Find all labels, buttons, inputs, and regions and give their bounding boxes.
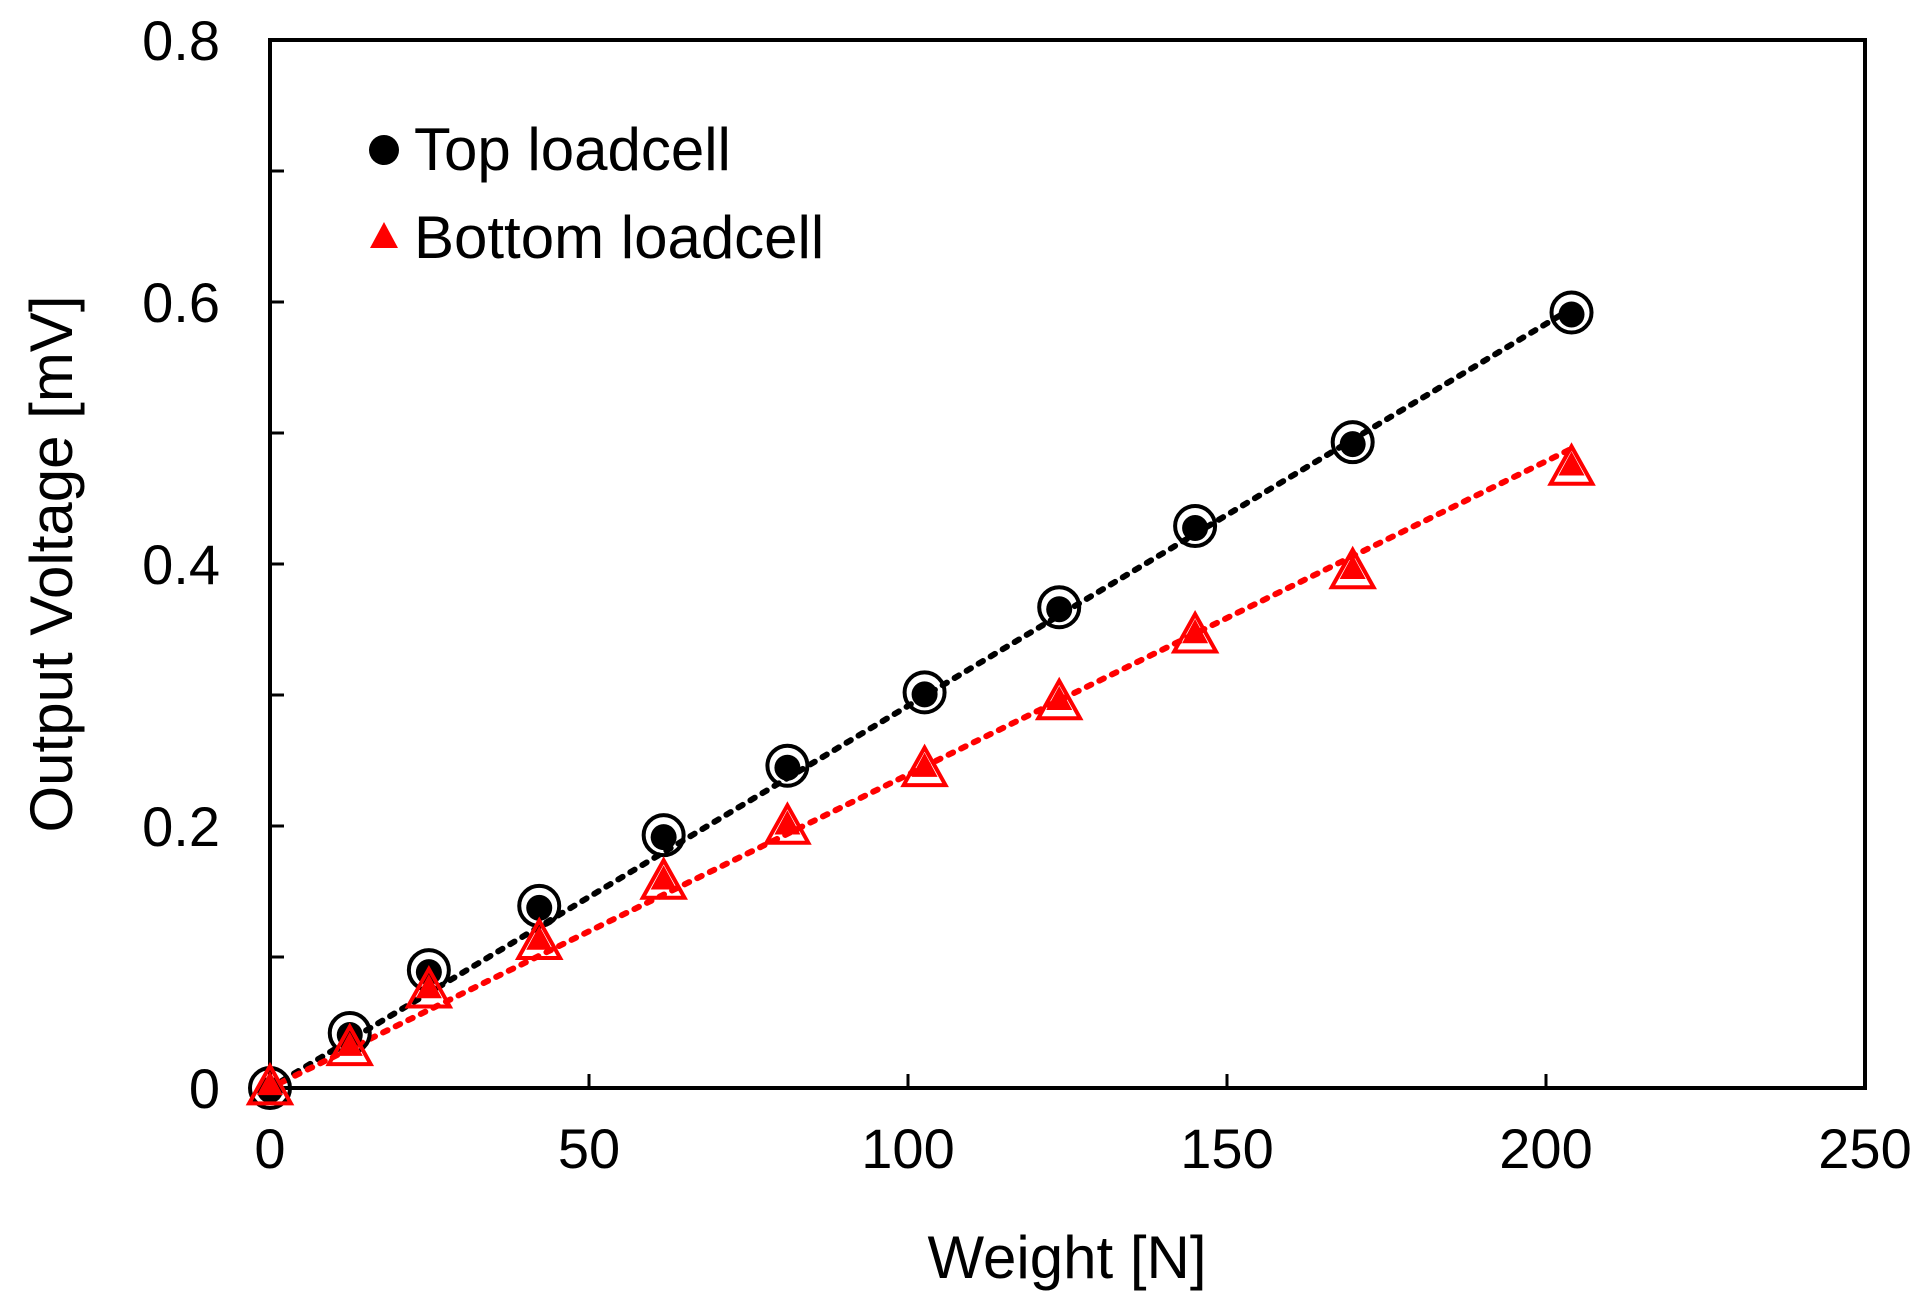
bottom-loadcell-point — [415, 974, 442, 999]
bottom-loadcell-point-outline — [514, 916, 564, 960]
top-loadcell-point-ring — [765, 743, 810, 788]
top-loadcell-point — [650, 824, 677, 851]
bottom-loadcell-point-outline — [900, 743, 949, 788]
bottom-loadcell-point-outline — [325, 1022, 375, 1067]
top-loadcell-point-ring — [641, 813, 686, 858]
bottom-loadcell-point-outline — [763, 801, 812, 845]
x-tick-label: 0 — [254, 1117, 285, 1180]
top-loadcell-point — [1182, 515, 1209, 542]
top-loadcell-point-ring — [1330, 420, 1375, 465]
x-tick-label: 50 — [558, 1117, 620, 1180]
x-axis-label: Weight [N] — [928, 1224, 1207, 1291]
bottom-loadcell-point — [650, 865, 677, 890]
legend-triangle-marker-icon — [370, 222, 398, 248]
ticks-layer: 0 50 100 150 200 250 0 0.2 0.4 0.6 0.8 — [142, 9, 1912, 1180]
y-tick-label: 0 — [189, 1057, 220, 1120]
bottom-loadcell-point — [911, 752, 938, 777]
y-tick-label: 0.2 — [142, 795, 220, 858]
y-axis-label: Output Voltage [mV] — [18, 296, 85, 833]
bottom-loadcell-point — [1046, 685, 1073, 711]
x-tick-label: 100 — [861, 1117, 954, 1180]
bottom-loadcell-point-outline — [1034, 676, 1084, 721]
top-loadcell-point — [774, 754, 801, 781]
bottom-loadcell-point-outline — [404, 964, 454, 1009]
top-loadcell-point-ring — [1173, 504, 1218, 549]
legend-label-bottom-loadcell: Bottom loadcell — [414, 204, 824, 271]
top-loadcell-point — [1339, 431, 1366, 458]
legend-circle-marker-icon — [369, 135, 399, 165]
points-layer — [245, 290, 1596, 1110]
bottom-loadcell-point — [336, 1031, 363, 1056]
y-tick-label: 0.6 — [142, 271, 220, 334]
bottom-loadcell-point-outline — [1170, 609, 1220, 654]
x-tick-label: 250 — [1818, 1117, 1911, 1180]
bottom-loadcell-point-outline — [1328, 545, 1377, 590]
bottom-loadcell-point — [1558, 451, 1585, 476]
top-loadcell-point — [526, 894, 553, 921]
legend-label-top-loadcell: Top loadcell — [414, 116, 731, 183]
top-loadcell-point — [1558, 301, 1585, 328]
bottom-loadcell-point — [774, 810, 801, 835]
top-loadcell-point — [911, 681, 938, 708]
y-tick-label: 0.4 — [142, 533, 220, 596]
bottom-loadcell-point-outline — [1547, 442, 1596, 486]
top-loadcell-point-ring — [1549, 290, 1594, 335]
y-tick-label: 0.8 — [142, 9, 220, 72]
bottom-loadcell-point-outline — [639, 856, 688, 900]
x-tick-label: 200 — [1499, 1117, 1592, 1180]
bottom-loadcell-point — [1339, 554, 1366, 580]
x-tick-label: 150 — [1180, 1117, 1273, 1180]
top-loadcell-point-ring — [902, 670, 947, 715]
bottom-loadcell-point-outline — [245, 1061, 295, 1106]
top-loadcell-point — [1046, 596, 1073, 623]
bottom-loadcell-point — [526, 925, 553, 950]
bottom-loadcell-point — [1182, 619, 1209, 644]
legend: Top loadcell Bottom loadcell — [369, 116, 824, 271]
top-loadcell-point-ring — [1037, 585, 1082, 630]
bottom-loadcell-point — [257, 1071, 283, 1096]
plot-area-frame — [268, 38, 1867, 1090]
